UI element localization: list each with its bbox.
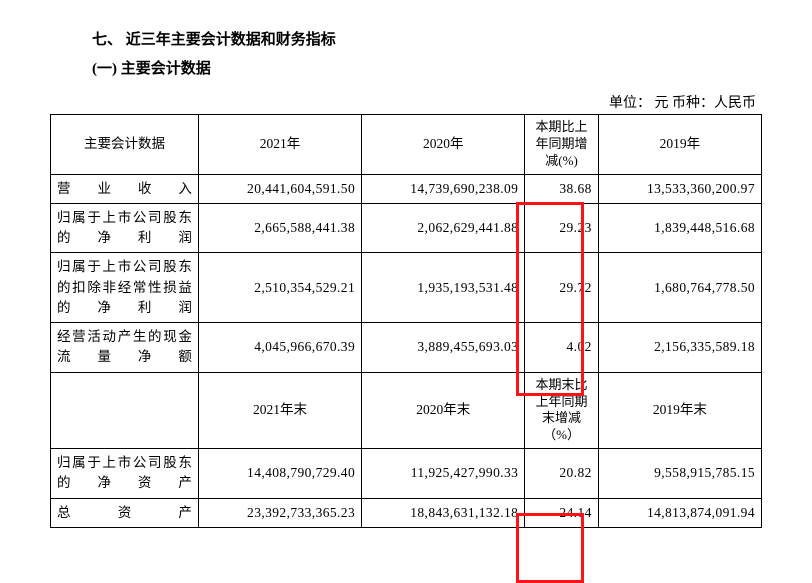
col-header: 2020年: [362, 115, 525, 175]
cell: 14,739,690,238.09: [362, 174, 525, 203]
unit-line: 单位： 元 币种：人民币: [50, 92, 762, 112]
col-header: 2019年末: [598, 372, 761, 449]
table-header-row-2: 2021年末 2020年末 本期末比上年同期末增减（%） 2019年末: [51, 372, 762, 449]
cell: 4,045,966,670.39: [198, 323, 361, 373]
col-header: 本期末比上年同期末增减（%）: [525, 372, 598, 449]
section-title: 七、 近三年主要会计数据和财务指标: [50, 28, 762, 49]
table-wrapper: 主要会计数据 2021年 2020年 本期比上年同期增减(%) 2019年 营业…: [50, 114, 762, 528]
cell: 1,680,764,778.50: [598, 253, 761, 323]
cell-pct: 24.14: [525, 498, 598, 527]
cell: 20,441,604,591.50: [198, 174, 361, 203]
row-label: 归属于上市公司股东的扣除非经常性损益的净利润: [51, 253, 199, 323]
cell: 1,935,193,531.48: [362, 253, 525, 323]
cell-pct: 38.68: [525, 174, 598, 203]
cell: 13,533,360,200.97: [598, 174, 761, 203]
financial-table: 主要会计数据 2021年 2020年 本期比上年同期增减(%) 2019年 营业…: [50, 114, 762, 528]
cell: 18,843,631,132.18: [362, 498, 525, 527]
table-row: 总资产 23,392,733,365.23 18,843,631,132.18 …: [51, 498, 762, 527]
cell: 2,510,354,529.21: [198, 253, 361, 323]
table-row: 归属于上市公司股东的扣除非经常性损益的净利润 2,510,354,529.21 …: [51, 253, 762, 323]
col-header: 2019年: [598, 115, 761, 175]
cell: 14,813,874,091.94: [598, 498, 761, 527]
col-header: 2020年末: [362, 372, 525, 449]
cell: 23,392,733,365.23: [198, 498, 361, 527]
row-label: 营业收入: [51, 174, 199, 203]
cell: 3,889,455,693.03: [362, 323, 525, 373]
cell: 9,558,915,785.15: [598, 449, 761, 499]
cell-pct: 20.82: [525, 449, 598, 499]
col-header: 2021年末: [198, 372, 361, 449]
table-row: 归属于上市公司股东的净资产 14,408,790,729.40 11,925,4…: [51, 449, 762, 499]
row-label: 归属于上市公司股东的净利润: [51, 203, 199, 253]
cell-pct: 29.72: [525, 253, 598, 323]
cell: 2,062,629,441.88: [362, 203, 525, 253]
cell: 11,925,427,990.33: [362, 449, 525, 499]
cell: 14,408,790,729.40: [198, 449, 361, 499]
cell: 1,839,448,516.68: [598, 203, 761, 253]
col-header: 2021年: [198, 115, 361, 175]
row-label: 归属于上市公司股东的净资产: [51, 449, 199, 499]
subsection-title: (一) 主要会计数据: [50, 57, 762, 78]
cell-pct: 4.02: [525, 323, 598, 373]
row-label: 经营活动产生的现金流量净额: [51, 323, 199, 373]
cell: 2,156,335,589.18: [598, 323, 761, 373]
col-header: 主要会计数据: [51, 115, 199, 175]
row-label: 总资产: [51, 498, 199, 527]
cell: 2,665,588,441.38: [198, 203, 361, 253]
table-row: 经营活动产生的现金流量净额 4,045,966,670.39 3,889,455…: [51, 323, 762, 373]
table-row: 营业收入 20,441,604,591.50 14,739,690,238.09…: [51, 174, 762, 203]
col-header: [51, 372, 199, 449]
col-header: 本期比上年同期增减(%): [525, 115, 598, 175]
table-row: 归属于上市公司股东的净利润 2,665,588,441.38 2,062,629…: [51, 203, 762, 253]
table-header-row: 主要会计数据 2021年 2020年 本期比上年同期增减(%) 2019年: [51, 115, 762, 175]
cell-pct: 29.23: [525, 203, 598, 253]
